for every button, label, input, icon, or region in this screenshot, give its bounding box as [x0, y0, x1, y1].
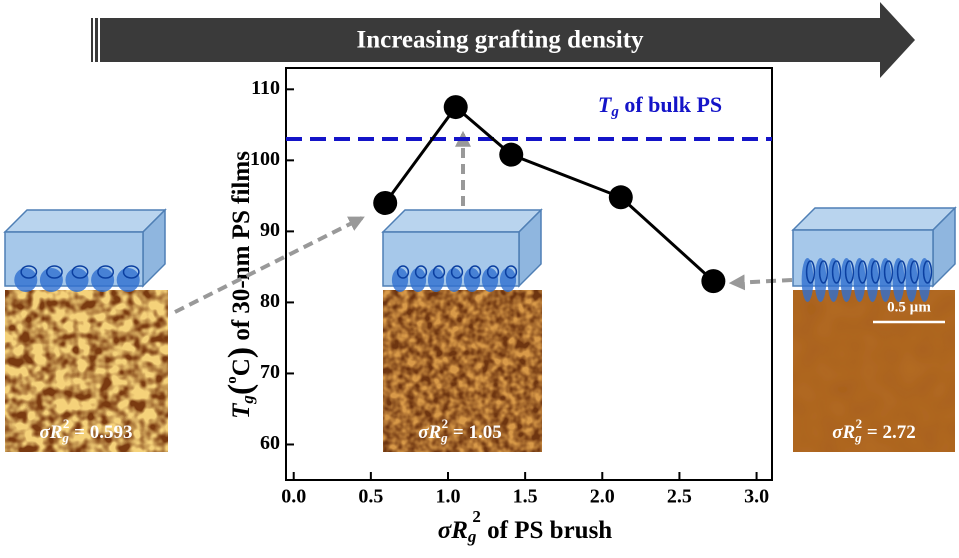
brush-blob	[391, 268, 409, 292]
panel-label: σRg2 = 1.05	[418, 416, 502, 445]
y-axis-label: Tg(oC) of 30-nm PS films	[222, 151, 259, 419]
label-part: T	[228, 402, 255, 419]
panel-label: σRg2 = 2.72	[832, 416, 916, 445]
label-part: of PS brush	[481, 517, 612, 544]
label-part: σR	[40, 422, 63, 443]
brush-blob	[831, 260, 842, 284]
scale-bar-label: 0.5 µm	[887, 299, 931, 315]
brush-blob	[463, 268, 481, 292]
reference-label: Tg of bulk PS	[598, 92, 722, 120]
label-part: of bulk PS	[619, 92, 722, 117]
label-part: σR	[832, 422, 855, 443]
x-tick-label: 1.0	[436, 486, 461, 508]
brush-blob	[116, 268, 140, 292]
brush-blob	[91, 268, 115, 292]
pointer-arrows	[174, 130, 793, 314]
brush-blob	[14, 268, 38, 292]
label-part: = 1.05	[448, 422, 502, 443]
data-point	[443, 95, 468, 120]
film-box	[3, 208, 167, 292]
label-sub: g	[440, 430, 448, 445]
data-point	[701, 269, 726, 294]
afm-image	[5, 290, 168, 452]
brush-blob	[896, 260, 907, 284]
brush-blob	[396, 265, 410, 279]
y-tick-label: 110	[251, 77, 280, 99]
brush-blob	[818, 260, 829, 284]
label-sup: 2	[442, 416, 449, 431]
brush-blob	[499, 268, 517, 292]
brush-blob	[486, 265, 500, 279]
x-tick-label: 0.0	[281, 486, 306, 508]
y-tick-label: 60	[260, 432, 280, 454]
label-sup: o	[224, 376, 240, 384]
brush-blob	[857, 260, 868, 284]
x-axis-label: σRg2 of PS brush	[438, 507, 613, 546]
label-sup: 2	[63, 416, 70, 431]
label-part: = 0.593	[69, 422, 132, 443]
brush-blob	[450, 265, 464, 279]
brush-blob	[45, 265, 63, 279]
banner-arrow	[91, 2, 915, 78]
y-tick-label: 80	[260, 290, 280, 312]
afm-image	[383, 290, 542, 452]
label-part: C	[228, 358, 255, 376]
brush-blob	[883, 260, 894, 284]
brush-blob	[468, 265, 482, 279]
label-sub: g	[238, 395, 257, 405]
x-tick-label: 2.0	[590, 486, 615, 508]
brush-blob	[805, 260, 816, 284]
banner-text: Increasing grafting density	[356, 27, 644, 54]
brush-blob	[427, 268, 445, 292]
label-part: of 30-nm PS films	[228, 151, 255, 347]
label-part: (	[222, 384, 259, 395]
brush-blob	[71, 265, 89, 279]
box-top	[791, 207, 957, 231]
brush-blob	[870, 260, 881, 284]
brush-blob	[20, 265, 38, 279]
brush-blob	[922, 260, 933, 284]
brush-blob	[65, 268, 89, 292]
data-point	[499, 142, 524, 167]
label-part: T	[598, 92, 613, 117]
data-point	[373, 190, 398, 215]
x-tick-label: 0.5	[358, 486, 383, 508]
y-tick-label: 70	[260, 361, 280, 383]
label-sup: 2	[856, 416, 863, 431]
label-sub: g	[467, 527, 477, 546]
brush-blob	[844, 260, 855, 284]
brush-blob	[39, 268, 63, 292]
data-point	[608, 185, 633, 210]
brush-blob	[445, 268, 463, 292]
label-sub: g	[854, 430, 862, 445]
label-part: = 2.72	[862, 422, 916, 443]
brush-blob	[122, 265, 140, 279]
x-tick-label: 3.0	[744, 486, 769, 508]
label-part: σR	[418, 422, 441, 443]
y-tick-label: 100	[250, 148, 280, 170]
brush-blob	[97, 265, 115, 279]
plot-frame	[285, 67, 773, 481]
brush-blob	[481, 268, 499, 292]
brush-blob	[909, 260, 920, 284]
afm-image	[793, 290, 955, 452]
label-sub: g	[61, 430, 69, 445]
film-box	[381, 208, 543, 292]
label-part: )	[222, 347, 259, 358]
box-top	[381, 209, 543, 233]
panel-label: σRg2 = 0.593	[40, 416, 133, 445]
brush-blob	[432, 265, 446, 279]
label-sup: 2	[472, 507, 481, 526]
label-part: σR	[438, 517, 468, 544]
brush-blob	[414, 265, 428, 279]
brush-blob	[409, 268, 427, 292]
brush-blob	[504, 265, 518, 279]
y-tick-label: 90	[260, 219, 280, 241]
film-box	[791, 206, 957, 302]
x-tick-label: 2.5	[667, 486, 692, 508]
box-top	[3, 209, 167, 233]
label-sub: g	[610, 104, 619, 120]
x-tick-label: 1.5	[513, 486, 538, 508]
